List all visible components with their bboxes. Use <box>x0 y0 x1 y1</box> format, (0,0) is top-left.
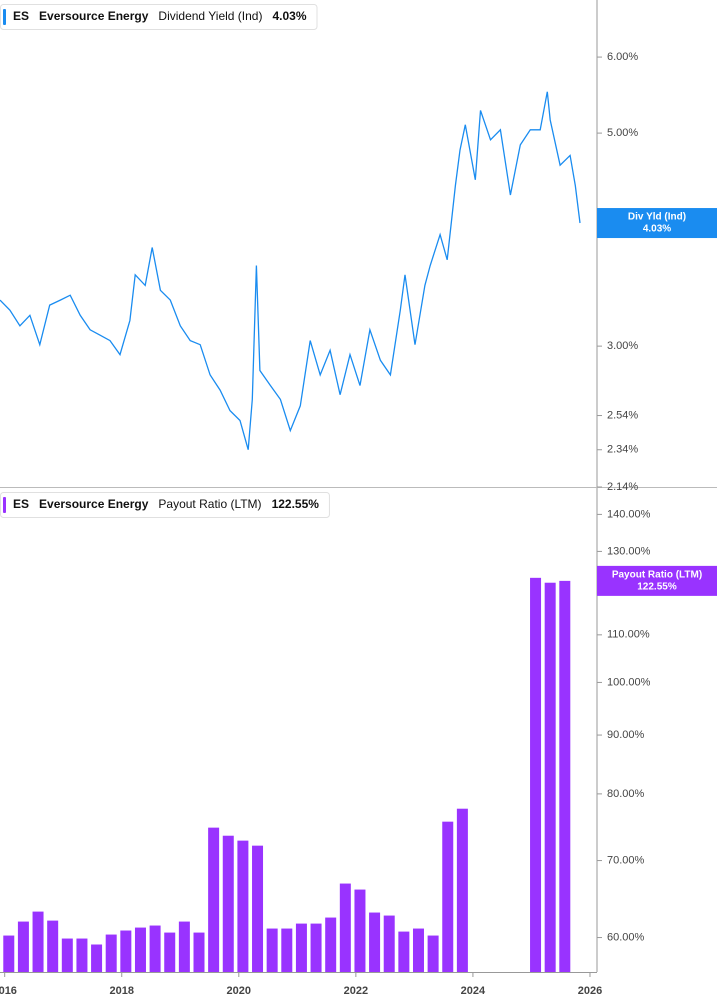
bar <box>222 835 234 972</box>
series-name: Dividend Yield (Ind) <box>158 9 262 23</box>
series-last-value: 4.03% <box>272 9 306 23</box>
company: Eversource Energy <box>39 497 149 511</box>
bar <box>295 923 307 972</box>
y-tick-label: 140.00% <box>607 508 651 520</box>
bar <box>32 911 44 972</box>
y-tick-label: 5.00% <box>607 127 638 139</box>
bar <box>178 921 190 972</box>
bar <box>61 938 73 972</box>
legend-swatch <box>3 9 6 25</box>
bar <box>456 808 468 972</box>
bar <box>544 582 556 972</box>
y-tick-label: 6.00% <box>607 51 638 63</box>
y-tick-label: 110.00% <box>607 629 650 641</box>
bar <box>76 938 88 972</box>
bar <box>339 883 351 972</box>
bar <box>559 580 571 972</box>
y-tick-label: 2.14% <box>607 481 638 493</box>
x-tick-label: 2026 <box>578 985 602 997</box>
bar <box>383 915 395 972</box>
x-tick-label: 2016 <box>0 985 17 997</box>
y-tick-label: 2.54% <box>607 409 638 421</box>
legend-swatch <box>3 497 6 513</box>
bar <box>354 889 366 972</box>
bar <box>120 930 132 972</box>
legend-box <box>0 4 318 30</box>
y-tick-label: 100.00% <box>607 676 651 688</box>
bar <box>3 935 15 972</box>
legend: ES Eversource Energy Dividend Yield (Ind) 4… <box>0 4 318 30</box>
tag-name: Div Yld (Ind) <box>628 212 686 223</box>
x-tick-label: 2022 <box>344 985 368 997</box>
ticker: ES <box>13 497 29 511</box>
y-tick-label: 2.34% <box>607 444 638 456</box>
bar <box>237 840 249 972</box>
last-value-tag <box>597 208 717 239</box>
y-tick-label: 3.00% <box>607 340 638 352</box>
bar <box>427 935 439 972</box>
y-tick-label: 70.00% <box>607 854 645 866</box>
bar <box>369 912 381 972</box>
bar <box>134 927 146 972</box>
company: Eversource Energy <box>39 9 149 23</box>
bar <box>325 917 337 972</box>
bar <box>442 821 454 972</box>
bar <box>412 928 424 972</box>
tag-name: Payout Ratio (LTM) <box>612 570 702 581</box>
bar <box>398 931 410 972</box>
bar <box>91 944 103 972</box>
y-tick-label: 130.00% <box>607 545 651 557</box>
bar <box>105 934 117 972</box>
bar <box>281 928 293 972</box>
bar <box>266 928 278 972</box>
tag-value: 4.03% <box>643 224 671 235</box>
y-tick-label: 80.00% <box>607 788 645 800</box>
x-tick-label: 2018 <box>109 985 133 997</box>
legend-box <box>0 492 330 518</box>
x-tick-label: 2020 <box>227 985 251 997</box>
bar <box>208 827 220 972</box>
y-tick-label: 60.00% <box>607 931 645 943</box>
last-value-tag <box>597 565 717 596</box>
bar <box>310 923 322 972</box>
bar <box>149 925 161 972</box>
bar <box>164 932 176 972</box>
x-tick-label: 2024 <box>461 985 486 997</box>
bar <box>17 921 29 972</box>
series-name: Payout Ratio (LTM) <box>158 497 261 511</box>
data-line <box>0 91 581 450</box>
bar <box>252 845 264 972</box>
ticker: ES <box>13 9 29 23</box>
series-last-value: 122.55% <box>272 497 320 511</box>
bar <box>530 577 542 972</box>
tag-value: 122.55% <box>637 582 677 593</box>
bar <box>193 932 205 972</box>
y-tick-label: 90.00% <box>607 729 645 741</box>
legend: ES Eversource Energy Payout Ratio (LTM) 122… <box>0 492 330 518</box>
bar <box>47 920 59 972</box>
